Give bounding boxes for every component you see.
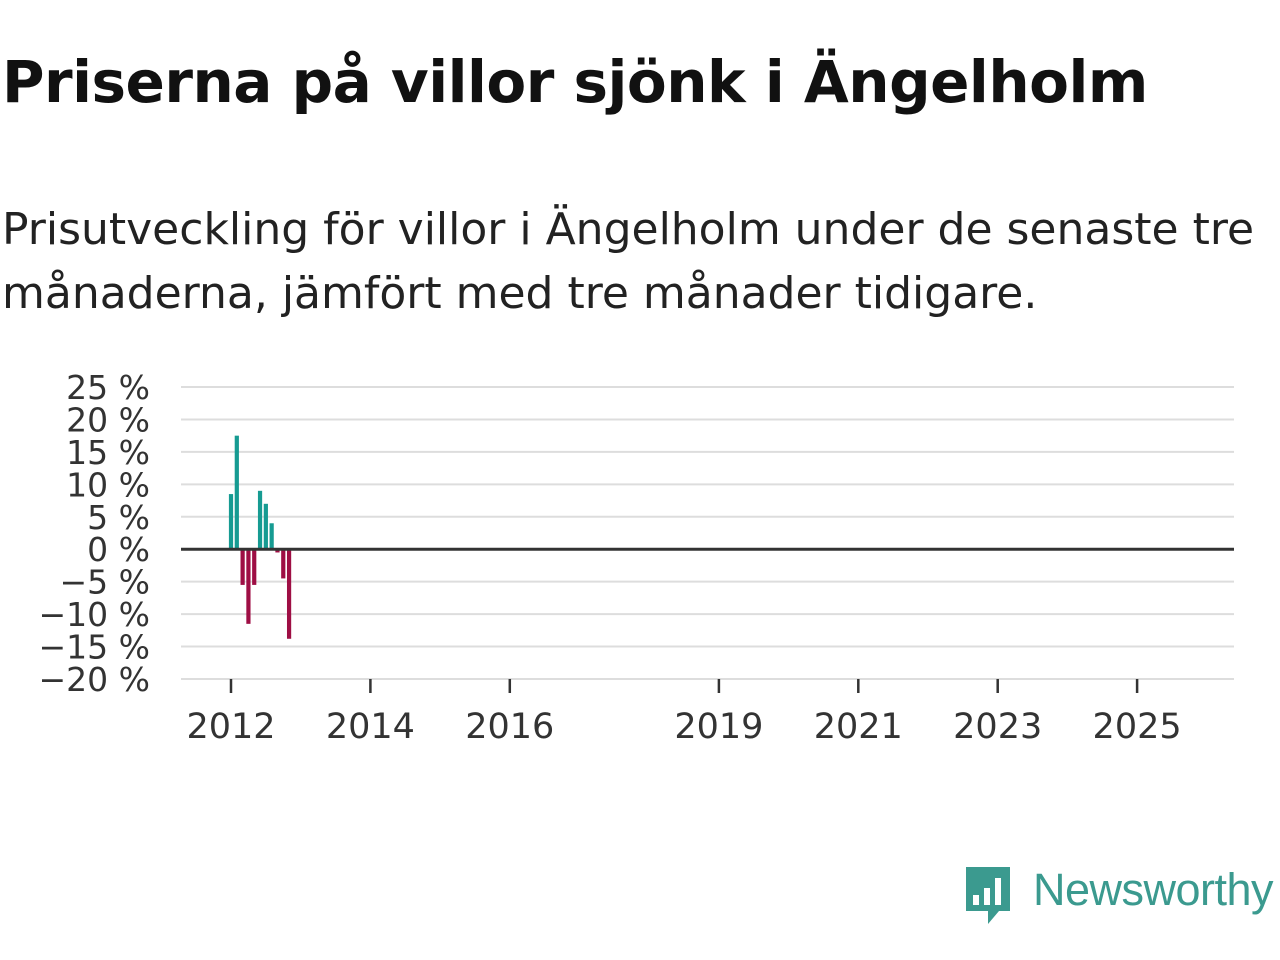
x-tick-label: 2023 bbox=[953, 707, 1042, 747]
bar bbox=[234, 435, 239, 550]
bar bbox=[281, 549, 286, 579]
y-tick-label: −15 % bbox=[39, 628, 151, 667]
bar bbox=[246, 549, 251, 624]
bar bbox=[286, 549, 292, 639]
brand-logo: Newsworthy bbox=[963, 864, 1274, 928]
grid-lines bbox=[181, 386, 1234, 680]
x-tick-label: 2025 bbox=[1093, 707, 1182, 747]
bar bbox=[275, 549, 280, 553]
y-tick-label: −20 % bbox=[39, 660, 151, 699]
x-tick-label: 2014 bbox=[326, 707, 415, 747]
y-tick-label: −10 % bbox=[39, 595, 151, 634]
y-tick-label: −5 % bbox=[60, 563, 151, 602]
x-axis: 2012 2014 2016 2019 2021 2023 2025 bbox=[181, 678, 1234, 747]
x-tick-label: 2019 bbox=[674, 707, 763, 747]
x-tick-label: 2012 bbox=[186, 707, 275, 747]
chart-title: Priserna på villor sjönk i Ängelholm bbox=[2, 48, 1148, 116]
bar bbox=[257, 490, 263, 550]
bar bbox=[263, 503, 268, 550]
y-tick-label: 10 % bbox=[66, 465, 150, 504]
y-tick-label: 15 % bbox=[66, 433, 150, 472]
x-tick-label: 2021 bbox=[814, 707, 903, 747]
y-tick-label: 25 % bbox=[66, 368, 150, 407]
bar bbox=[240, 549, 245, 585]
bar bbox=[269, 523, 274, 550]
bar bbox=[228, 494, 234, 550]
bar bbox=[252, 549, 257, 585]
y-tick-label: 5 % bbox=[87, 498, 150, 537]
bar-chart: 25 %20 %15 %10 %5 %0 %−5 %−10 %−15 %−20 … bbox=[39, 368, 1234, 747]
chart-subtitle: Prisutveckling för villor i Ängelholm un… bbox=[2, 204, 1255, 319]
y-tick-label: 0 % bbox=[87, 530, 150, 569]
bar-series bbox=[228, 435, 292, 639]
newsworthy-logo-icon bbox=[966, 867, 1010, 924]
y-tick-label: 20 % bbox=[66, 400, 150, 439]
y-axis: 25 %20 %15 %10 %5 %0 %−5 %−10 %−15 %−20 … bbox=[39, 368, 151, 699]
brand-name: Newsworthy bbox=[1033, 864, 1274, 915]
x-tick-label: 2016 bbox=[465, 707, 554, 747]
